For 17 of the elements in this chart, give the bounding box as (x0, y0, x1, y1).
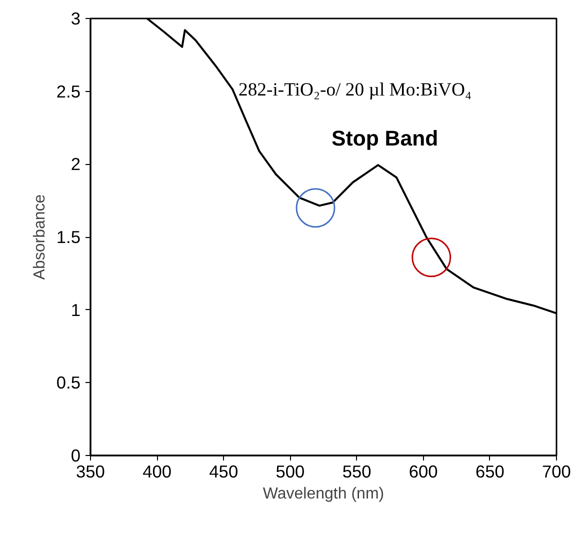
annotation: 282-i-TiO₂-o/ 20 µl Mo:BiVO₄ (238, 80, 472, 100)
x-tick-label: 600 (408, 462, 438, 482)
y-tick-label: 1 (70, 300, 81, 320)
y-tick-label: 3 (70, 8, 81, 28)
y-tick-label: 0.5 (56, 372, 81, 393)
y-tick-label: 1.5 (56, 227, 81, 247)
x-tick-label: 550 (342, 462, 372, 482)
annotation: Stop Band (332, 126, 438, 150)
x-tick-label: 450 (209, 462, 238, 482)
x-tick-label: 500 (276, 462, 305, 482)
y-axis-title: Absorbance (31, 194, 48, 280)
x-tick-label: 700 (542, 462, 571, 482)
y-tick-label: 2.5 (56, 81, 81, 102)
x-tick-label: 650 (475, 462, 504, 482)
x-axis-title: Wavelength (nm) (262, 486, 384, 502)
y-tick-label: 2 (70, 154, 81, 174)
x-tick-label: 400 (142, 462, 172, 482)
